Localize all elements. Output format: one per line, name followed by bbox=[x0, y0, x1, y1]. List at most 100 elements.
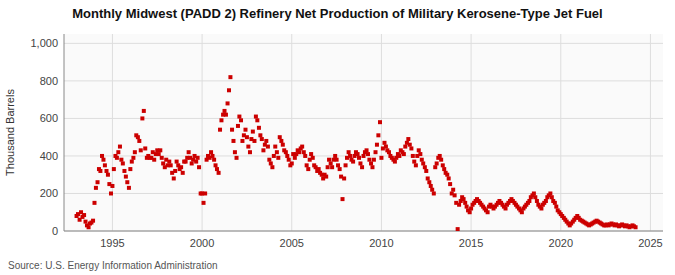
point bbox=[302, 150, 306, 154]
point bbox=[181, 171, 185, 175]
point bbox=[142, 109, 146, 113]
point bbox=[317, 167, 321, 171]
point bbox=[384, 145, 388, 149]
point bbox=[161, 161, 165, 165]
point bbox=[367, 158, 371, 162]
point bbox=[441, 163, 445, 167]
point bbox=[254, 115, 258, 119]
point bbox=[251, 130, 255, 134]
point bbox=[101, 158, 105, 162]
point bbox=[504, 206, 508, 210]
y-tick-label: 1,000 bbox=[30, 37, 58, 49]
point bbox=[215, 167, 219, 171]
point bbox=[372, 158, 376, 162]
y-tick-label: 200 bbox=[40, 187, 58, 199]
point bbox=[406, 137, 410, 141]
y-axis-label: Thousand Barrels bbox=[4, 89, 16, 176]
point bbox=[326, 165, 330, 169]
point bbox=[143, 146, 147, 150]
point bbox=[465, 205, 469, 209]
point bbox=[438, 154, 442, 158]
point bbox=[451, 188, 455, 192]
point bbox=[527, 199, 531, 203]
point bbox=[374, 150, 378, 154]
point bbox=[231, 139, 235, 143]
point bbox=[544, 199, 548, 203]
point bbox=[240, 139, 244, 143]
point bbox=[224, 113, 228, 117]
x-grid-line bbox=[471, 34, 472, 231]
point bbox=[347, 150, 351, 154]
point bbox=[426, 176, 430, 180]
x-grid-line bbox=[112, 34, 113, 231]
point bbox=[157, 152, 161, 156]
point bbox=[227, 88, 231, 92]
point bbox=[115, 156, 119, 160]
y-tick-label: 600 bbox=[40, 112, 58, 124]
x-tick-label: 2010 bbox=[369, 237, 393, 249]
point bbox=[279, 139, 283, 143]
point bbox=[217, 171, 221, 175]
point bbox=[122, 169, 126, 173]
y-grid-line bbox=[64, 43, 663, 44]
point bbox=[136, 135, 140, 139]
point bbox=[442, 167, 446, 171]
point bbox=[103, 163, 107, 167]
point bbox=[335, 158, 339, 162]
point bbox=[293, 156, 297, 160]
x-grid-line bbox=[291, 34, 292, 231]
point bbox=[430, 188, 434, 192]
point bbox=[272, 154, 276, 158]
point bbox=[420, 158, 424, 162]
point bbox=[133, 150, 137, 154]
point bbox=[285, 154, 289, 158]
point bbox=[167, 160, 171, 164]
x-tick-label: 2020 bbox=[549, 237, 573, 249]
point bbox=[448, 182, 452, 186]
point bbox=[370, 165, 374, 169]
point bbox=[539, 206, 543, 210]
y-axis-line bbox=[64, 34, 65, 231]
point bbox=[160, 156, 164, 160]
point bbox=[369, 161, 373, 165]
y-grid-line bbox=[64, 231, 663, 232]
point bbox=[300, 145, 304, 149]
point bbox=[348, 154, 352, 158]
point bbox=[140, 116, 144, 120]
point bbox=[403, 145, 407, 149]
point bbox=[105, 169, 109, 173]
x-tick-label: 2000 bbox=[190, 237, 214, 249]
point bbox=[243, 128, 247, 132]
point bbox=[432, 191, 436, 195]
point bbox=[100, 154, 104, 158]
point bbox=[290, 161, 294, 165]
point bbox=[486, 210, 490, 214]
point bbox=[209, 150, 213, 154]
point bbox=[311, 156, 315, 160]
point bbox=[137, 139, 141, 143]
point bbox=[252, 139, 256, 143]
point bbox=[463, 201, 467, 205]
point bbox=[124, 175, 128, 179]
point bbox=[336, 163, 340, 167]
point bbox=[553, 201, 557, 205]
point bbox=[357, 156, 361, 160]
point bbox=[116, 150, 120, 154]
point bbox=[235, 156, 239, 160]
point bbox=[634, 225, 638, 229]
point bbox=[417, 148, 421, 152]
point bbox=[230, 128, 234, 132]
point bbox=[375, 143, 379, 147]
y-tick-label: 400 bbox=[40, 150, 58, 162]
point bbox=[429, 184, 433, 188]
point bbox=[411, 154, 415, 158]
point bbox=[236, 124, 240, 128]
point bbox=[421, 161, 425, 165]
point bbox=[266, 145, 270, 149]
y-tick-label: 0 bbox=[52, 225, 58, 237]
point bbox=[246, 145, 250, 149]
point bbox=[212, 158, 216, 162]
x-tick-label: 1995 bbox=[100, 237, 124, 249]
point bbox=[267, 158, 271, 162]
point bbox=[445, 173, 449, 177]
